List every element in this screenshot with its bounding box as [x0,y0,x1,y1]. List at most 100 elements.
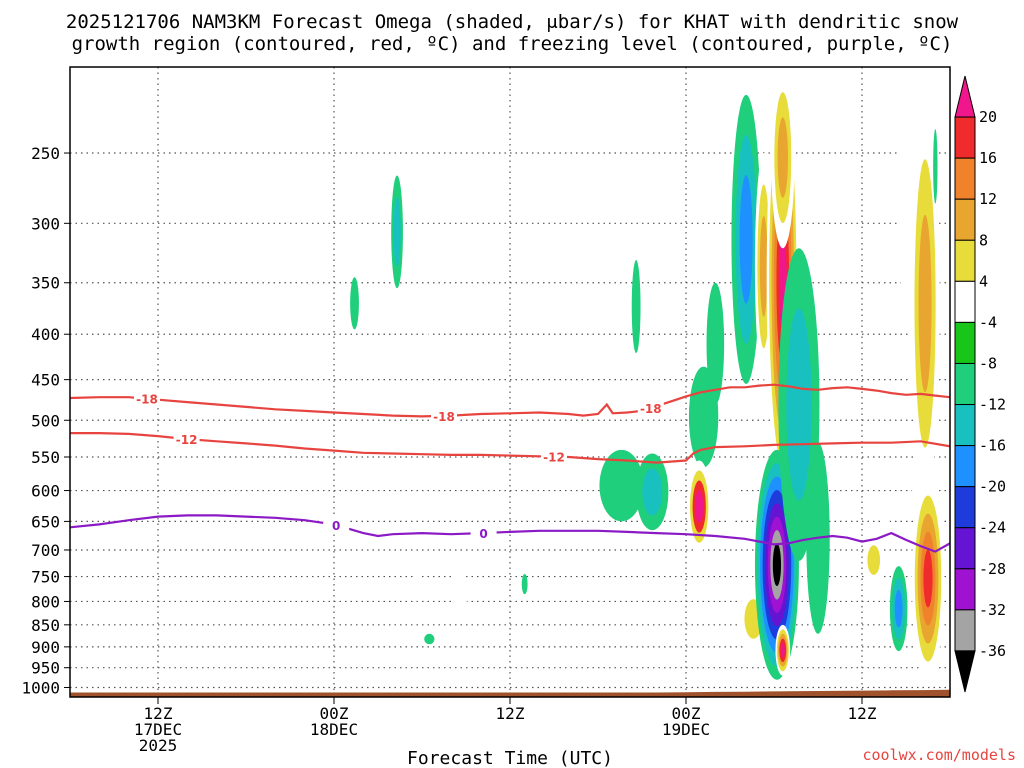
contour-label: -18 [640,402,662,416]
colorbar-label: -12 [979,396,1006,414]
omega-contour-fill [739,175,753,304]
omega-contour-fill [350,277,359,330]
grid-lines [70,67,950,697]
omega-contour-fill [911,456,921,510]
omega-contour-fill [780,643,785,658]
omega-contour-fill [894,589,903,628]
y-tick-label: 1000 [21,678,60,697]
omega-contour-fill [933,129,938,204]
x-tick-label: 00Z [672,704,701,723]
y-tick-label: 550 [31,448,60,467]
temperature-contour-line [70,432,950,464]
contour-label-bg [431,407,457,423]
omega-contour-fill [759,215,768,317]
omega-contour-fill [786,308,812,501]
colorbar-label: -32 [979,601,1006,619]
colorbar-label: -8 [979,354,997,372]
y-tick-label: 450 [31,371,60,390]
colorbar-swatch [954,445,976,488]
contour-label: 0 [332,519,340,533]
x-tick-label: 12Z [144,704,173,723]
omega-contour-fill [521,573,528,595]
x-tick-label: 2025 [139,736,178,755]
y-tick-label: 350 [31,274,60,293]
x-axis-label: Forecast Time (UTC) [407,748,613,768]
omega-contour-fill [867,545,881,575]
omega-contour-fill [695,490,704,523]
colorbar-swatch [954,116,976,159]
colorbar-label: -20 [979,478,1006,496]
temperature-contour-line [70,514,950,553]
y-tick-label: 500 [31,411,60,430]
colorbar-label: 12 [979,190,997,208]
colorbar-swatch [954,239,976,282]
y-tick-label: 750 [31,568,60,587]
y-tick-label: 950 [31,659,60,678]
omega-contour-fill [631,260,641,354]
contour-label-bg [173,430,200,446]
contour-label: 0 [479,527,487,541]
contour-label: -18 [136,393,158,407]
omega-contour-fill [424,309,429,358]
contour-label: -18 [433,410,455,424]
y-tick-label: 600 [31,482,60,501]
contour-label-bg [323,517,350,533]
chart-title-line1: 2025121706 NAM3KM Forecast Omega (shaded… [66,11,959,33]
temperature-contours: -18 -18 -18 -12 -12 0 0 [70,383,950,553]
colorbar-label: -4 [979,313,997,331]
colorbar-label: -28 [979,560,1006,578]
y-tick-label: 900 [31,638,60,657]
x-tick-label: 19DEC [662,720,710,739]
colorbar-label: 4 [979,272,988,290]
colorbar-triangle-bottom [954,650,976,693]
colorbar-swatch [954,280,976,323]
colorbar-swatch [954,404,976,447]
y-axis: 250 300 350 400 450 500 550 600 650 700 750 800 850 9… [21,144,70,697]
omega-contour-fill [706,282,725,405]
y-tick-label: 250 [31,144,60,163]
omega-contour-fill [918,214,932,393]
colorbar-swatch [954,321,976,364]
colorbar-label: 20 [979,108,997,126]
omega-contour-fill [923,549,933,608]
colorbar-triangle-top [954,75,976,118]
x-tick-label: 12Z [848,704,877,723]
colorbar-swatch [954,568,976,611]
x-tick-label: 00Z [320,704,349,723]
contour-label-bg [637,400,664,416]
contour-label-bg [134,390,160,406]
colorbar: 20 16 12 8 4 -4 -8 -12 -16 -20 -24 -28 -32 -36 [954,75,1006,693]
omega-contour-fill [642,468,663,516]
y-tick-label: 300 [31,214,60,233]
temperature-contour-line [70,383,950,418]
colorbar-label: -36 [979,642,1006,660]
colorbar-swatch [954,198,976,241]
omega-contour-fill [393,197,401,267]
x-tick-label: 12Z [496,704,525,723]
x-tick-label: 18DEC [310,720,358,739]
omega-contour-fill [599,449,644,522]
contour-label: -12 [176,433,198,447]
contour-label-bg [470,524,497,540]
colorbar-label: -24 [979,519,1006,537]
colorbar-label: 16 [979,149,997,167]
credit-link[interactable]: coolwx.com/models [862,746,1016,764]
omega-contour-fill [722,467,741,525]
omega-contour-fill [881,503,890,539]
terrain [70,689,950,697]
y-tick-label: 850 [31,616,60,635]
omega-contour-fill [416,558,423,604]
y-tick-label: 700 [31,541,60,560]
omega-contour-fill [777,117,789,198]
contour-label-bg [541,448,567,464]
y-tick-label: 650 [31,512,60,531]
contour-label: -12 [543,451,565,465]
colorbar-swatch [954,157,976,200]
x-tick-label: 17DEC [134,720,182,739]
omega-shading [350,67,945,680]
colorbar-swatch [954,609,976,652]
colorbar-label: -16 [979,437,1006,455]
omega-contour-fill [452,566,468,616]
